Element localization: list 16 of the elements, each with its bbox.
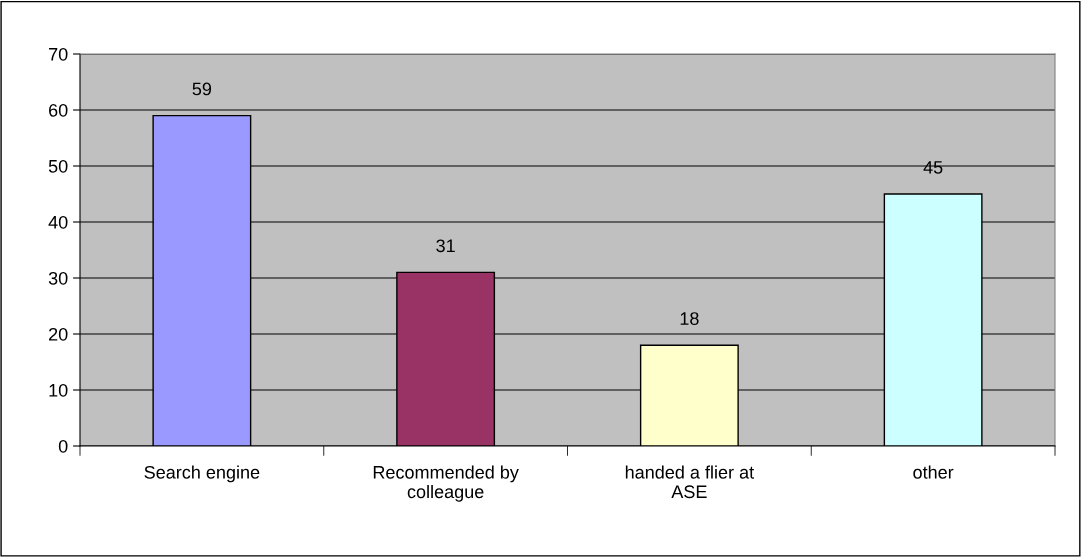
data-label: 18 xyxy=(680,312,699,325)
y-tick-label: 30 xyxy=(48,271,68,285)
data-label: 45 xyxy=(923,161,943,174)
x-tick-label: handed a flier at ASE xyxy=(625,465,754,499)
x-tick-label: Recommended by colleague xyxy=(373,465,519,502)
data-label: 31 xyxy=(436,239,455,253)
x-tick-label: other xyxy=(913,465,954,479)
y-tick-label: 60 xyxy=(49,103,68,117)
y-tick-label: 50 xyxy=(48,159,68,173)
y-tick-label: 0 xyxy=(58,439,68,453)
y-tick-label: 70 xyxy=(49,47,68,61)
y-tick-label: 40 xyxy=(48,215,68,229)
x-tick-label: Search engine xyxy=(144,465,260,483)
y-tick-label: 20 xyxy=(49,327,68,341)
data-label: 59 xyxy=(192,82,212,96)
y-tick-label: 10 xyxy=(49,383,68,397)
